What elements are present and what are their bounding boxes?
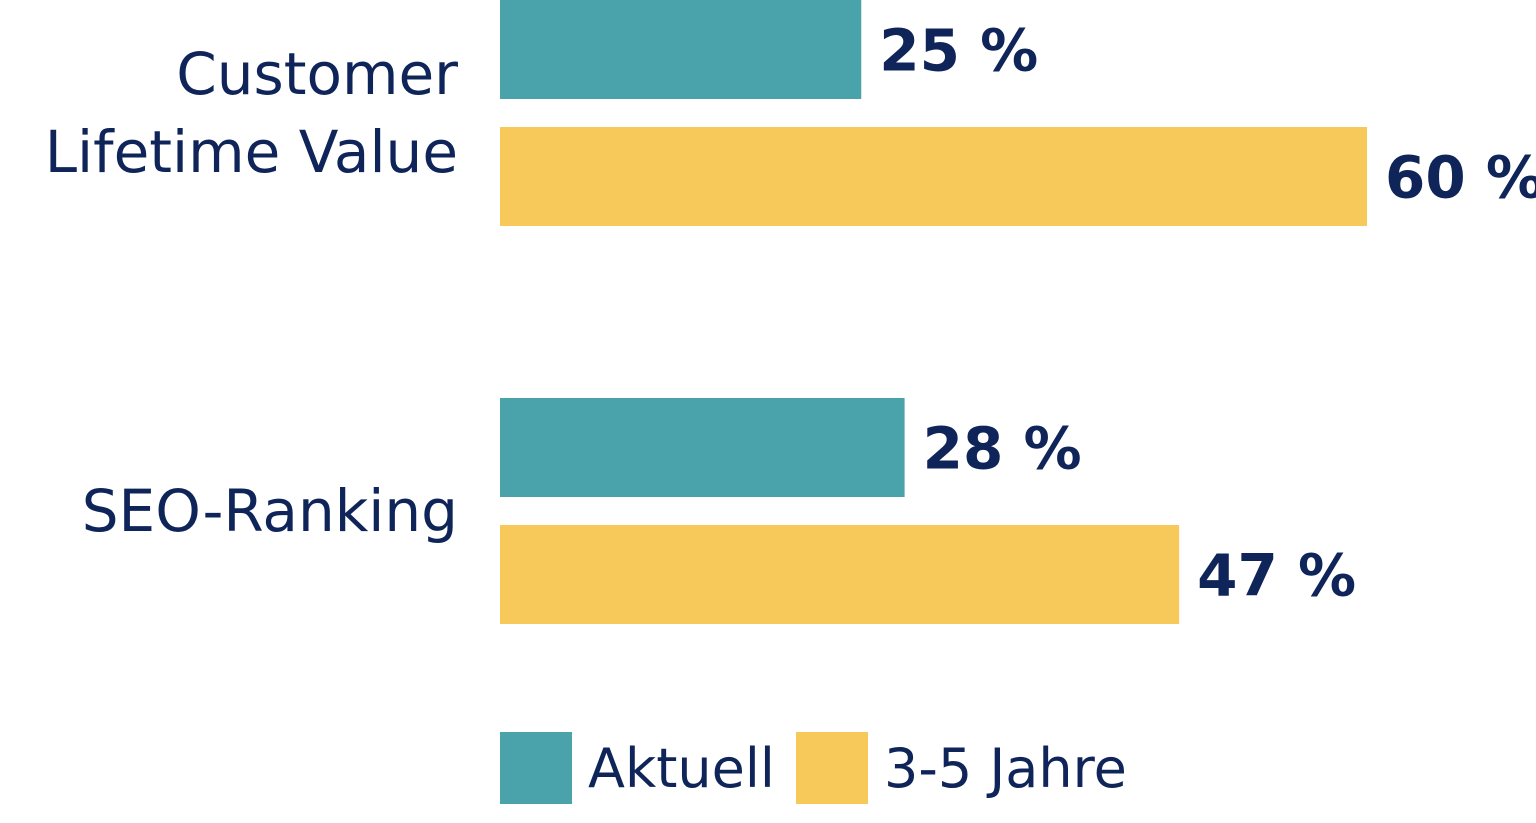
category-label: Lifetime Value — [45, 118, 458, 186]
bar-aktuell — [500, 398, 905, 497]
bars — [500, 0, 1367, 624]
legend-swatch — [796, 732, 868, 804]
legend: Aktuell 3-5 Jahre — [500, 732, 1127, 804]
legend-label: 3-5 Jahre — [884, 737, 1127, 800]
value-labels: 25 % 60 % 28 % 47 % — [879, 17, 1536, 610]
bar-3-5-jahre — [500, 525, 1180, 624]
legend-label: Aktuell — [588, 737, 775, 800]
category-label: SEO-Ranking — [82, 477, 458, 545]
legend-swatch — [500, 732, 572, 804]
value-label: 25 % — [879, 17, 1038, 85]
value-label: 47 % — [1197, 542, 1356, 610]
category-labels: Customer Lifetime Value SEO-Ranking — [45, 40, 458, 545]
bar-aktuell — [500, 0, 862, 99]
bar-3-5-jahre — [500, 127, 1367, 226]
category-label: Customer — [176, 40, 458, 108]
value-label: 28 % — [923, 415, 1082, 483]
value-label: 60 % — [1385, 144, 1536, 212]
